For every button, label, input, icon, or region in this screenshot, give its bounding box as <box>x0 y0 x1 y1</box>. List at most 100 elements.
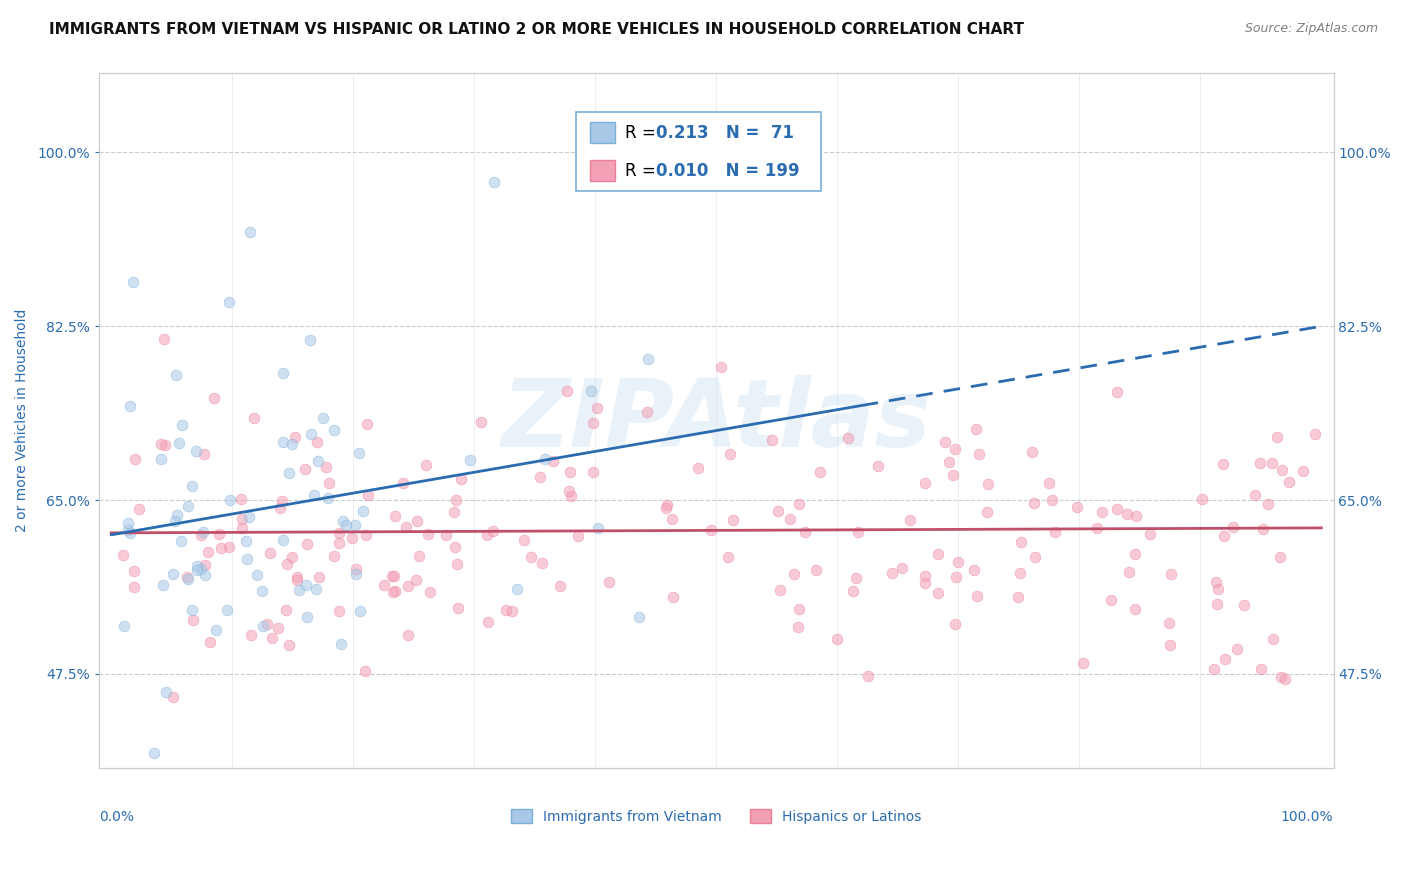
Point <box>718 447 741 461</box>
Point <box>842 584 865 599</box>
Point <box>128 501 150 516</box>
Point <box>938 455 960 469</box>
Point <box>165 368 187 383</box>
Point <box>315 459 337 474</box>
Point <box>396 579 419 593</box>
Point <box>560 489 582 503</box>
Point <box>124 451 146 466</box>
Text: 0.213   N =  71: 0.213 N = 71 <box>657 124 794 142</box>
Point <box>1213 652 1236 666</box>
Text: Source: ZipAtlas.com: Source: ZipAtlas.com <box>1244 22 1378 36</box>
Point <box>193 447 215 461</box>
Point <box>787 497 810 511</box>
Point <box>1206 597 1229 611</box>
Point <box>200 635 222 649</box>
Point <box>529 470 551 484</box>
Point <box>655 500 678 515</box>
Point <box>1271 463 1294 477</box>
Point <box>837 431 859 445</box>
Point <box>1261 632 1284 647</box>
Point <box>150 437 173 451</box>
Point <box>176 499 198 513</box>
Point <box>276 603 298 617</box>
Point <box>444 540 467 554</box>
Point <box>581 384 603 399</box>
Point <box>152 332 174 346</box>
Point <box>177 573 200 587</box>
Point <box>231 512 253 526</box>
Point <box>121 275 143 289</box>
Point <box>927 547 949 561</box>
Point <box>444 493 467 508</box>
Point <box>269 501 291 516</box>
Point <box>1024 550 1046 565</box>
Point <box>1292 464 1315 478</box>
Point <box>328 525 350 540</box>
Point <box>167 436 190 450</box>
Point <box>450 472 472 486</box>
Point <box>963 563 986 577</box>
Point <box>381 569 404 583</box>
Point <box>1251 522 1274 536</box>
Point <box>787 620 810 634</box>
Point <box>112 619 135 633</box>
Point <box>1085 521 1108 535</box>
Point <box>152 578 174 592</box>
Point <box>1157 615 1180 630</box>
Point <box>392 476 415 491</box>
Point <box>1233 598 1256 612</box>
Point <box>318 491 340 506</box>
Point <box>209 541 232 556</box>
Point <box>1212 457 1234 471</box>
Point <box>965 422 987 436</box>
Point <box>505 582 527 596</box>
Point <box>165 514 187 528</box>
Point <box>1022 496 1045 510</box>
Point <box>416 527 439 541</box>
Point <box>352 504 374 518</box>
Point <box>914 576 936 591</box>
Point <box>373 578 395 592</box>
Point <box>328 604 350 618</box>
Point <box>270 494 292 508</box>
Point <box>688 460 710 475</box>
Point <box>381 584 404 599</box>
Point <box>295 537 318 551</box>
Point <box>942 467 965 482</box>
Point <box>880 566 903 581</box>
Point <box>305 435 328 450</box>
Point <box>637 352 659 367</box>
Point <box>419 585 441 599</box>
Point <box>1212 529 1234 543</box>
Point <box>280 550 302 565</box>
Point <box>977 477 1000 491</box>
Point <box>322 423 344 437</box>
Point <box>180 864 202 879</box>
Point <box>194 567 217 582</box>
Point <box>520 549 543 564</box>
Point <box>162 567 184 582</box>
Point <box>117 516 139 530</box>
Point <box>170 534 193 549</box>
Point <box>395 520 418 534</box>
Point <box>267 621 290 635</box>
Point <box>353 664 375 678</box>
Point <box>898 513 921 527</box>
Point <box>1116 508 1139 522</box>
Point <box>349 603 371 617</box>
Point <box>246 568 269 582</box>
Point <box>205 623 228 637</box>
Point <box>1277 475 1299 490</box>
Point <box>294 578 316 592</box>
Point <box>166 508 188 523</box>
Point <box>558 483 581 498</box>
Point <box>710 360 733 375</box>
Point <box>149 451 172 466</box>
Point <box>1071 656 1094 670</box>
Point <box>1160 566 1182 581</box>
Point <box>330 637 353 651</box>
Point <box>305 582 328 596</box>
Point <box>541 454 564 468</box>
Point <box>434 528 457 542</box>
Point <box>768 504 790 518</box>
